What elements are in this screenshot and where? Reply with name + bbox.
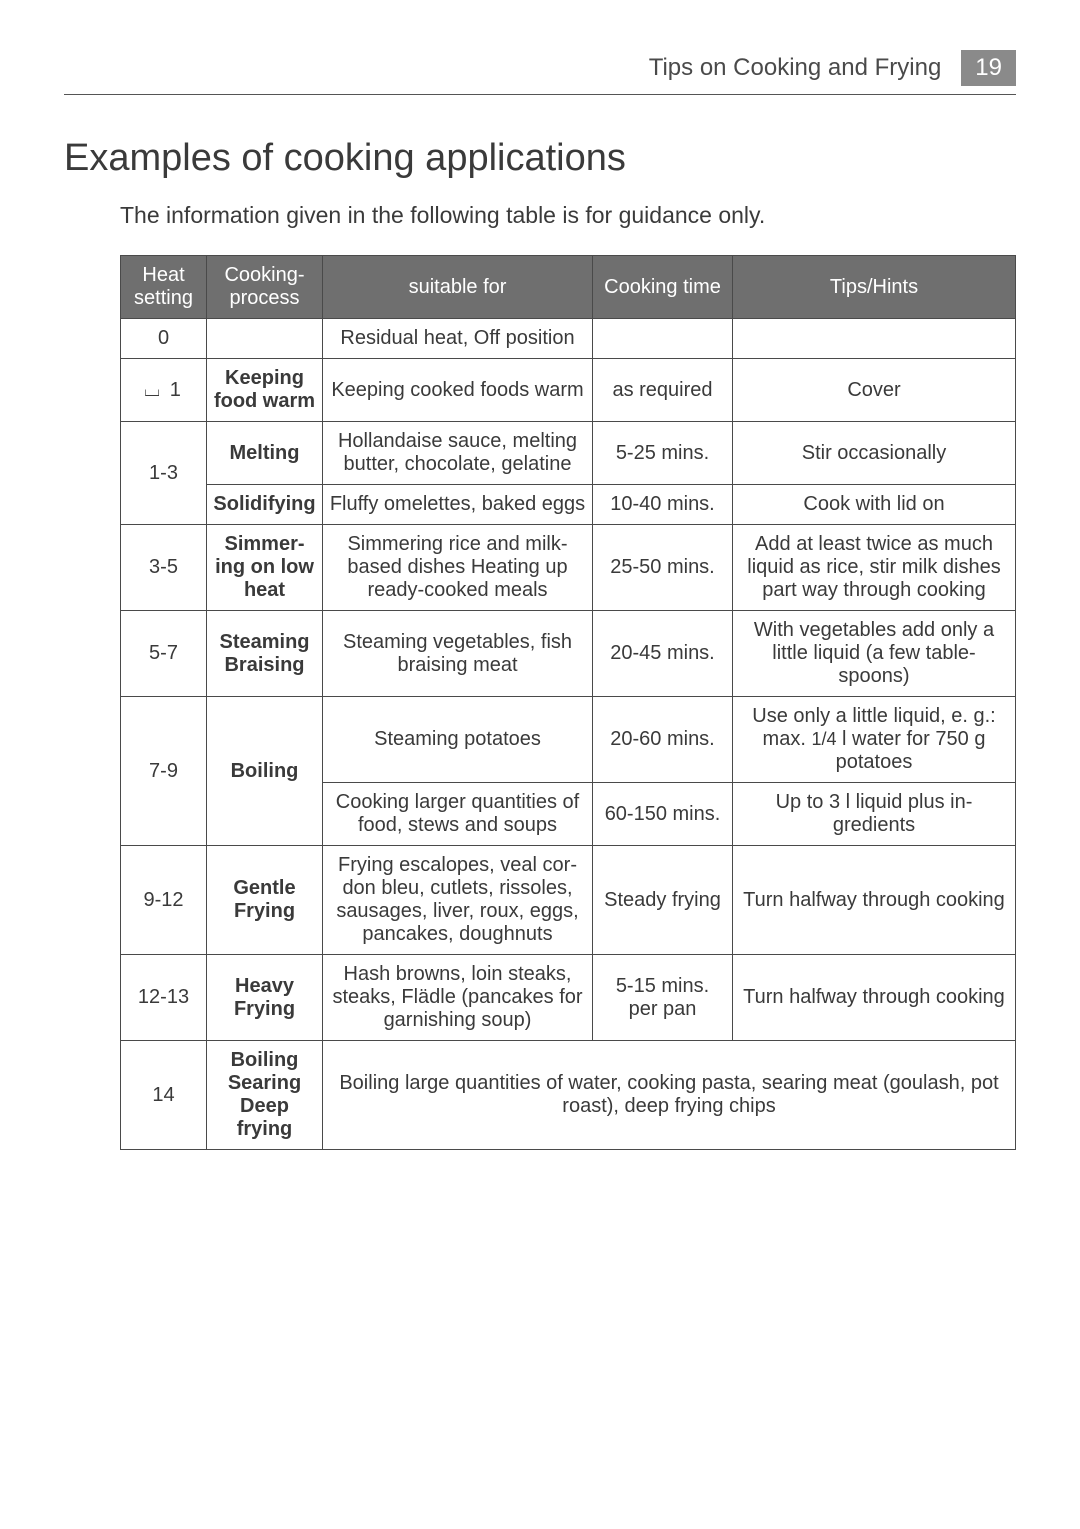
cell-proc: Heavy Frying bbox=[207, 955, 323, 1041]
table-header-row: Heat setting Cooking-process suitable fo… bbox=[121, 256, 1016, 319]
page-header: Tips on Cooking and Frying 19 bbox=[64, 50, 1016, 95]
cell-tips bbox=[733, 319, 1016, 359]
cell-heat: 12-13 bbox=[121, 955, 207, 1041]
cell-proc: Keeping food warm bbox=[207, 359, 323, 422]
cell-suit: Residual heat, Off position bbox=[323, 319, 593, 359]
cell-heat: 9-12 bbox=[121, 846, 207, 955]
cell-tips: With vegetables add only a little liquid… bbox=[733, 611, 1016, 697]
cell-time: 10-40 mins. bbox=[593, 485, 733, 525]
cell-heat: ⌴ 1 bbox=[121, 359, 207, 422]
page-heading: Examples of cooking applications bbox=[64, 137, 1016, 180]
cell-heat: 7-9 bbox=[121, 697, 207, 846]
cell-merged: Boiling large quantities of water, cooki… bbox=[323, 1041, 1016, 1150]
cell-proc: Steaming Braising bbox=[207, 611, 323, 697]
cell-tips: Up to 3 l liquid plus in-gredients bbox=[733, 783, 1016, 846]
table-row: 9-12 Gentle Frying Frying escalopes, vea… bbox=[121, 846, 1016, 955]
cell-suit: Steaming vegetables, fish braising meat bbox=[323, 611, 593, 697]
cell-suit: Cooking larger quantities of food, stews… bbox=[323, 783, 593, 846]
table-row: Solidifying Fluffy omelettes, baked eggs… bbox=[121, 485, 1016, 525]
cell-time: 5-15 mins. per pan bbox=[593, 955, 733, 1041]
cell-heat: 0 bbox=[121, 319, 207, 359]
cell-tips: Turn halfway through cooking bbox=[733, 955, 1016, 1041]
cell-suit: Hash browns, loin steaks, steaks, Flädle… bbox=[323, 955, 593, 1041]
cell-suit: Frying escalopes, veal cor-don bleu, cut… bbox=[323, 846, 593, 955]
table-row: 14 Boiling Searing Deep frying Boiling l… bbox=[121, 1041, 1016, 1150]
cell-tips: Stir occasionally bbox=[733, 422, 1016, 485]
cell-proc bbox=[207, 319, 323, 359]
cell-suit: Fluffy omelettes, baked eggs bbox=[323, 485, 593, 525]
cell-proc: Boiling bbox=[207, 697, 323, 846]
table-row: 5-7 Steaming Braising Steaming vegetable… bbox=[121, 611, 1016, 697]
cell-tips: Cook with lid on bbox=[733, 485, 1016, 525]
intro-text: The information given in the following t… bbox=[120, 202, 1016, 229]
table-row: 3-5 Simmer-ing on low heat Simmering ric… bbox=[121, 525, 1016, 611]
cell-tips: Turn halfway through cooking bbox=[733, 846, 1016, 955]
cell-time: 20-60 mins. bbox=[593, 697, 733, 783]
cell-time: 60-150 mins. bbox=[593, 783, 733, 846]
cell-time bbox=[593, 319, 733, 359]
col-time: Cooking time bbox=[593, 256, 733, 319]
cell-suit: Hollandaise sauce, melting butter, choco… bbox=[323, 422, 593, 485]
cell-proc: Gentle Frying bbox=[207, 846, 323, 955]
cell-proc: Boiling Searing Deep frying bbox=[207, 1041, 323, 1150]
cell-suit: Keeping cooked foods warm bbox=[323, 359, 593, 422]
cooking-table: Heat setting Cooking-process suitable fo… bbox=[120, 255, 1016, 1150]
section-title: Tips on Cooking and Frying bbox=[649, 54, 942, 82]
cell-time: 5-25 mins. bbox=[593, 422, 733, 485]
cell-tips: Cover bbox=[733, 359, 1016, 422]
col-tips: Tips/Hints bbox=[733, 256, 1016, 319]
cell-tips: Add at least twice as much liquid as ric… bbox=[733, 525, 1016, 611]
cell-heat: 14 bbox=[121, 1041, 207, 1150]
cell-tips: Use only a little liquid, e. g.: max. 1/… bbox=[733, 697, 1016, 783]
cell-heat: 3-5 bbox=[121, 525, 207, 611]
cell-proc: Simmer-ing on low heat bbox=[207, 525, 323, 611]
table-row: 7-9 Boiling Steaming potatoes 20-60 mins… bbox=[121, 697, 1016, 783]
cell-proc: Melting bbox=[207, 422, 323, 485]
cell-suit: Steaming potatoes bbox=[323, 697, 593, 783]
cell-time: 20-45 mins. bbox=[593, 611, 733, 697]
cell-time: as required bbox=[593, 359, 733, 422]
col-heat: Heat setting bbox=[121, 256, 207, 319]
cell-heat: 5-7 bbox=[121, 611, 207, 697]
table-row: 0 Residual heat, Off position bbox=[121, 319, 1016, 359]
cell-proc: Solidifying bbox=[207, 485, 323, 525]
cell-heat: 1-3 bbox=[121, 422, 207, 525]
cell-time: 25-50 mins. bbox=[593, 525, 733, 611]
table-row: 12-13 Heavy Frying Hash browns, loin ste… bbox=[121, 955, 1016, 1041]
cell-suit: Simmering rice and milk-based dishes Hea… bbox=[323, 525, 593, 611]
col-proc: Cooking-process bbox=[207, 256, 323, 319]
col-suit: suitable for bbox=[323, 256, 593, 319]
table-row: ⌴ 1 Keeping food warm Keeping cooked foo… bbox=[121, 359, 1016, 422]
cell-time: Steady frying bbox=[593, 846, 733, 955]
page-number: 19 bbox=[961, 50, 1016, 86]
table-row: 1-3 Melting Hollandaise sauce, melting b… bbox=[121, 422, 1016, 485]
